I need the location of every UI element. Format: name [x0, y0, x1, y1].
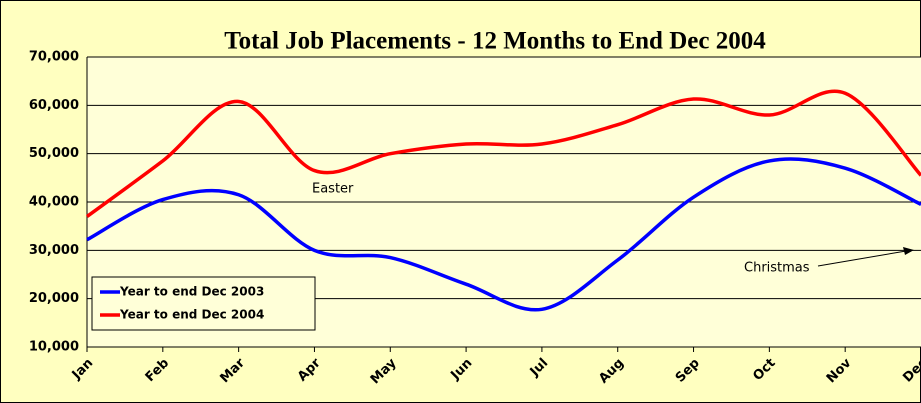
legend-box — [91, 276, 316, 331]
legend-label: Year to end Dec 2003 — [119, 285, 264, 299]
series-line — [85, 89, 921, 218]
y-tick-label: 40,000 — [29, 195, 79, 210]
y-tick-label: 20,000 — [29, 291, 79, 306]
annotation: Christmas — [744, 261, 810, 276]
y-tick-label: 60,000 — [29, 98, 79, 113]
y-tick-label: 70,000 — [29, 50, 79, 65]
y-tick-label: 30,000 — [29, 243, 79, 258]
y-tick-label: 10,000 — [29, 340, 79, 355]
legend-label: Year to end Dec 2004 — [119, 308, 264, 322]
chart-title: Total Job Placements - 12 Months to End … — [224, 28, 766, 55]
arrow-head — [903, 247, 914, 255]
series-line — [86, 157, 921, 312]
annotation: Easter — [312, 182, 354, 197]
y-tick-label: 50,000 — [29, 146, 79, 161]
annotation-arrow — [817, 249, 913, 267]
